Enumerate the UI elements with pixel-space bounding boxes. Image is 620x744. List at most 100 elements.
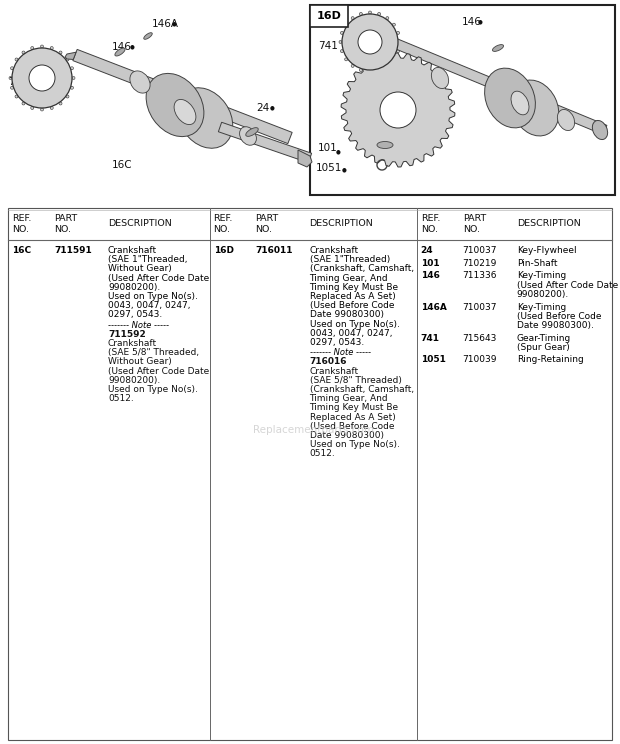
Text: Crankshaft: Crankshaft: [309, 246, 359, 255]
Text: (Used Before Code: (Used Before Code: [309, 301, 394, 310]
Text: Date 99080300): Date 99080300): [309, 431, 384, 440]
Ellipse shape: [377, 141, 393, 149]
Text: ------- Note -----: ------- Note -----: [108, 321, 169, 330]
Circle shape: [378, 13, 381, 16]
Circle shape: [40, 45, 43, 48]
Text: (Crankshaft, Camshaft,: (Crankshaft, Camshaft,: [309, 385, 414, 394]
Text: 1051: 1051: [420, 356, 446, 365]
Ellipse shape: [239, 126, 257, 145]
Text: Key-Flywheel: Key-Flywheel: [516, 246, 576, 255]
Text: ●: ●: [342, 167, 347, 173]
Text: 16D: 16D: [317, 11, 342, 21]
Text: 741: 741: [8, 77, 28, 87]
Text: ------- Note -----: ------- Note -----: [309, 348, 371, 357]
Text: Crankshaft: Crankshaft: [108, 246, 157, 255]
Text: Timing Key Must Be: Timing Key Must Be: [309, 283, 399, 292]
Text: 146A: 146A: [152, 19, 179, 29]
Text: PART
NO.: PART NO.: [255, 214, 279, 234]
Text: 711591: 711591: [54, 246, 92, 255]
Text: 710037: 710037: [463, 246, 497, 255]
Bar: [310, 5, 348, 27]
Circle shape: [351, 65, 354, 68]
Circle shape: [340, 31, 343, 34]
Text: 711592: 711592: [108, 330, 146, 339]
Ellipse shape: [146, 74, 204, 137]
Polygon shape: [65, 52, 76, 60]
Text: Pin-Shaft: Pin-Shaft: [516, 259, 557, 268]
Ellipse shape: [174, 100, 196, 124]
Text: Without Gear): Without Gear): [108, 264, 172, 273]
Text: Date 99080300): Date 99080300): [309, 310, 384, 319]
Text: 16C: 16C: [112, 160, 133, 170]
Circle shape: [66, 58, 69, 61]
Text: (SAE 1"Threaded): (SAE 1"Threaded): [309, 255, 390, 264]
Text: (SAE 5/8" Threaded): (SAE 5/8" Threaded): [309, 376, 401, 385]
Circle shape: [9, 77, 12, 80]
Circle shape: [50, 106, 53, 109]
Circle shape: [72, 77, 75, 80]
Text: Key-Timing: Key-Timing: [516, 272, 566, 280]
Ellipse shape: [592, 121, 608, 140]
Ellipse shape: [144, 33, 153, 39]
Text: 0043, 0047, 0247,: 0043, 0047, 0247,: [108, 301, 190, 310]
Circle shape: [380, 92, 416, 128]
Ellipse shape: [492, 45, 503, 51]
Text: Timing Gear, And: Timing Gear, And: [309, 394, 388, 403]
Text: 99080200).: 99080200).: [516, 290, 569, 299]
Text: 16C: 16C: [12, 246, 31, 255]
Circle shape: [71, 86, 73, 89]
Text: Gear-Timing: Gear-Timing: [516, 333, 571, 342]
Circle shape: [66, 95, 69, 98]
Text: Replaced As A Set): Replaced As A Set): [309, 413, 396, 422]
Text: ●: ●: [172, 22, 177, 27]
Text: 716016: 716016: [309, 357, 347, 366]
Text: 16D: 16D: [213, 246, 234, 255]
Circle shape: [358, 30, 382, 54]
Circle shape: [71, 67, 73, 70]
Text: (Crankshaft, Camshaft,: (Crankshaft, Camshaft,: [309, 264, 414, 273]
Text: 710039: 710039: [463, 356, 497, 365]
Circle shape: [392, 58, 396, 61]
Text: Timing Gear, And: Timing Gear, And: [309, 274, 388, 283]
Ellipse shape: [485, 68, 536, 128]
Circle shape: [31, 106, 33, 109]
Text: DESCRIPTION: DESCRIPTION: [108, 219, 172, 228]
Text: 0512.: 0512.: [309, 449, 335, 458]
Circle shape: [339, 40, 342, 43]
Circle shape: [31, 47, 33, 50]
Text: ●: ●: [336, 150, 341, 155]
Text: 99080200).: 99080200).: [108, 283, 160, 292]
Polygon shape: [373, 31, 607, 135]
Text: 101: 101: [420, 259, 439, 268]
Ellipse shape: [246, 128, 259, 136]
Text: PART
NO.: PART NO.: [463, 214, 486, 234]
Circle shape: [11, 86, 14, 89]
Text: (Used Before Code: (Used Before Code: [309, 422, 394, 431]
Text: 741: 741: [318, 41, 338, 51]
Text: 146: 146: [112, 42, 132, 52]
Circle shape: [29, 65, 55, 91]
Text: 711336: 711336: [463, 272, 497, 280]
Text: 741: 741: [420, 333, 440, 342]
Text: REF.
NO.: REF. NO.: [420, 214, 440, 234]
Text: 0512.: 0512.: [108, 394, 134, 403]
Circle shape: [398, 40, 401, 43]
Text: Crankshaft: Crankshaft: [108, 339, 157, 348]
Polygon shape: [218, 122, 312, 163]
Circle shape: [50, 47, 53, 50]
Text: Without Gear): Without Gear): [108, 357, 172, 366]
Ellipse shape: [512, 80, 559, 136]
Text: 0297, 0543.: 0297, 0543.: [309, 338, 364, 347]
Circle shape: [386, 65, 389, 68]
Circle shape: [351, 16, 354, 19]
Polygon shape: [341, 53, 455, 167]
Circle shape: [340, 50, 343, 53]
Circle shape: [345, 23, 348, 26]
Text: REF.
NO.: REF. NO.: [213, 214, 233, 234]
Circle shape: [11, 67, 14, 70]
Text: DESCRIPTION: DESCRIPTION: [516, 219, 580, 228]
Text: 146: 146: [420, 272, 440, 280]
Text: 99080200).: 99080200).: [108, 376, 160, 385]
Circle shape: [15, 95, 18, 98]
Text: Replaced As A Set): Replaced As A Set): [309, 292, 396, 301]
